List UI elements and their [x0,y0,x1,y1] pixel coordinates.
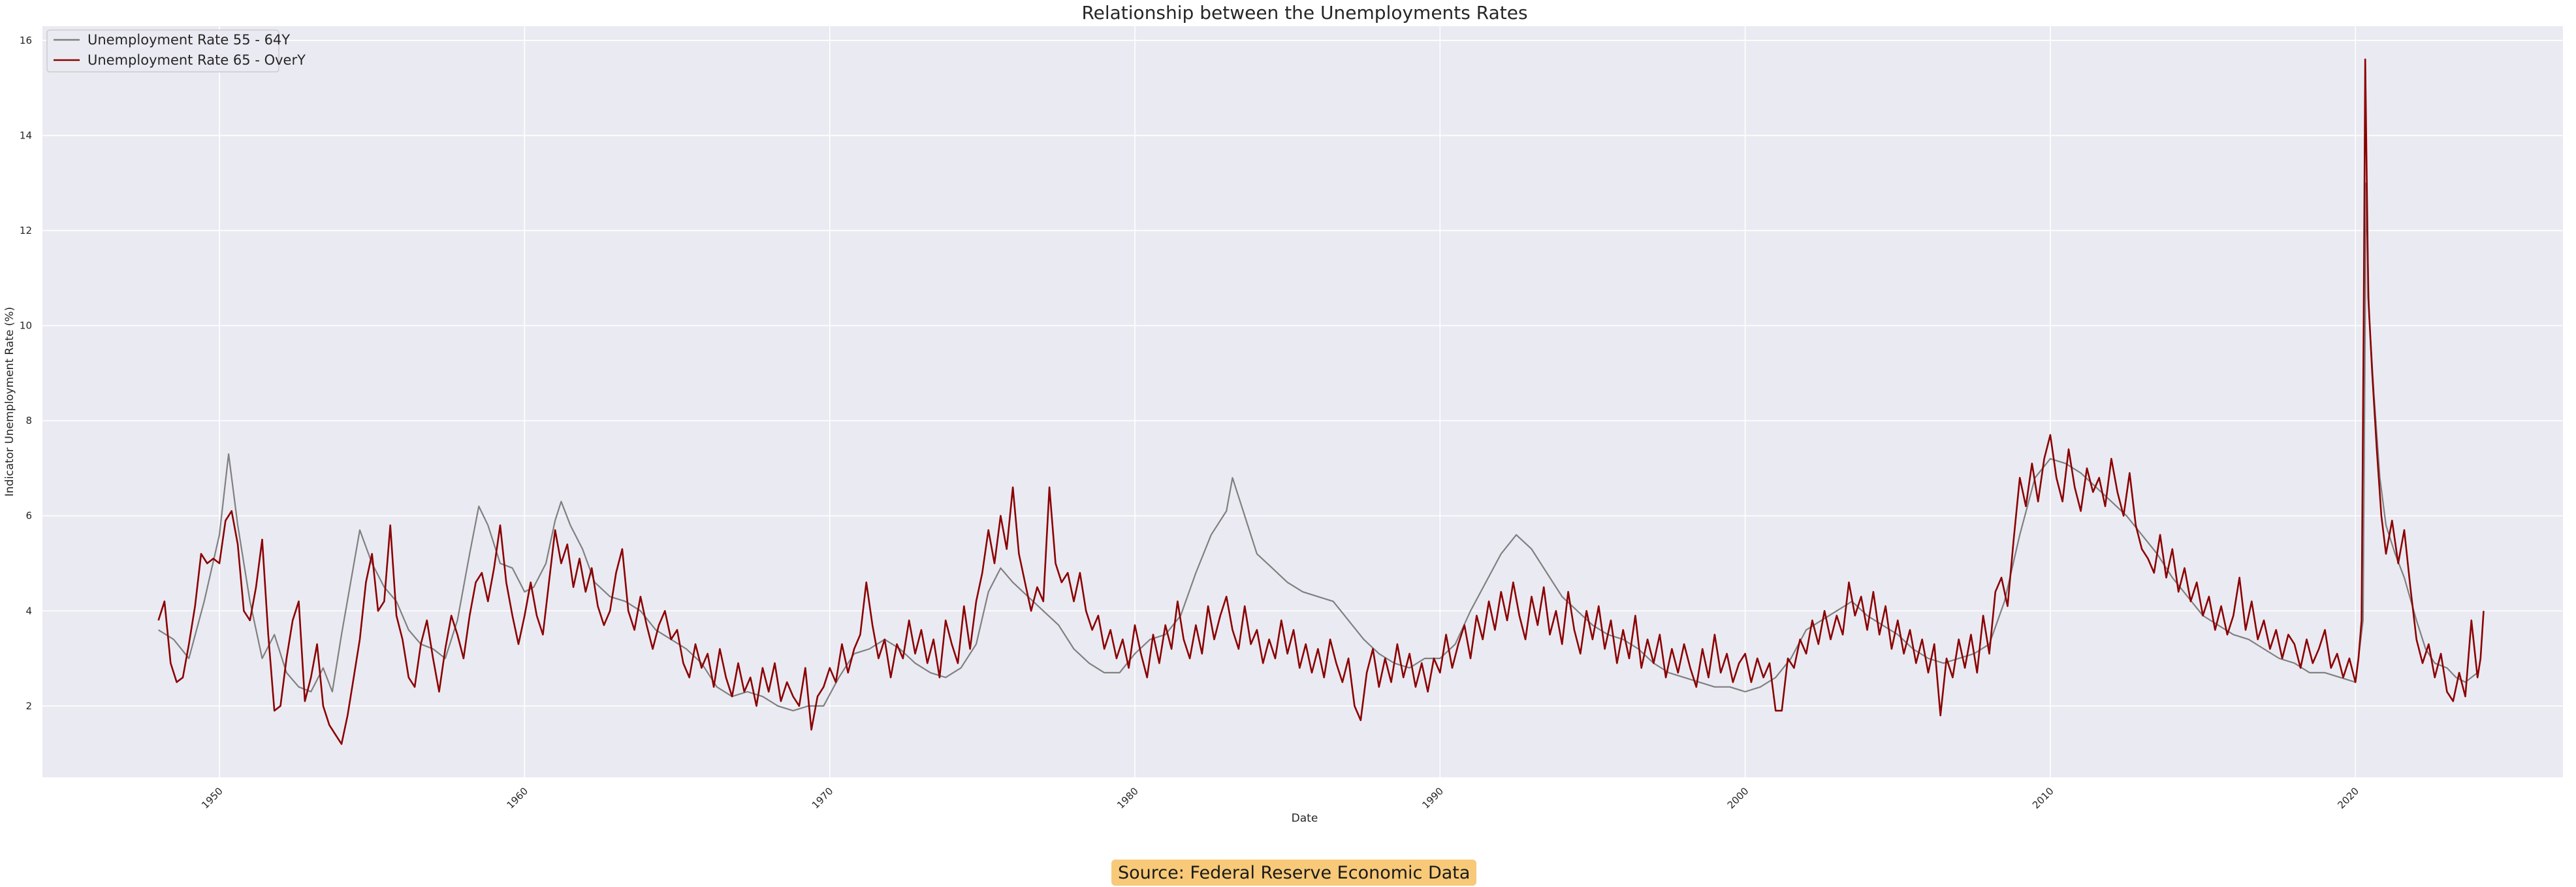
y-tick-label: 6 [25,510,32,522]
y-tick-labels: 2 4 6 8 10 12 14 16 [20,35,32,712]
legend-label-series-2: Unemployment Rate 65 - OverY [87,52,306,68]
x-tick-label: 1960 [504,785,530,811]
legend: Unemployment Rate 55 - 64Y Unemployment … [46,29,306,73]
y-tick-label: 4 [25,605,32,617]
y-tick-label: 12 [20,225,32,236]
y-tick-label: 14 [20,129,32,141]
x-tick-label: 2020 [2335,785,2361,811]
series-line-1 [158,182,2478,712]
y-axis-label: Indicator Unemployment Rate (%) [3,307,16,496]
grid-lines [42,26,2563,777]
y-tick-label: 8 [25,415,32,427]
x-tick-label: 1980 [1115,785,1141,811]
y-tick-label: 10 [20,320,32,332]
plot-background [42,26,2563,777]
legend-frame [46,29,279,73]
series-layer [157,58,2485,745]
chart-title: Relationship between the Unemployments R… [1081,2,1527,24]
x-tick-label: 2000 [1725,785,1751,811]
x-tick-label: 1970 [810,785,836,811]
y-tick-label: 16 [20,35,32,46]
x-tick-label: 2010 [2030,785,2056,811]
x-axis-label: Date [1292,812,1318,825]
series-line-2 [157,58,2485,745]
x-tick-labels: 1950 1960 1970 1980 1990 2000 2010 2020 [199,785,2361,811]
y-tick-label: 2 [25,700,32,712]
x-tick-label: 1950 [199,785,225,811]
x-tick-label: 1990 [1420,785,1446,811]
source-note: Source: Federal Reserve Economic Data [1111,860,1477,886]
legend-label-series-1: Unemployment Rate 55 - 64Y [87,32,290,48]
